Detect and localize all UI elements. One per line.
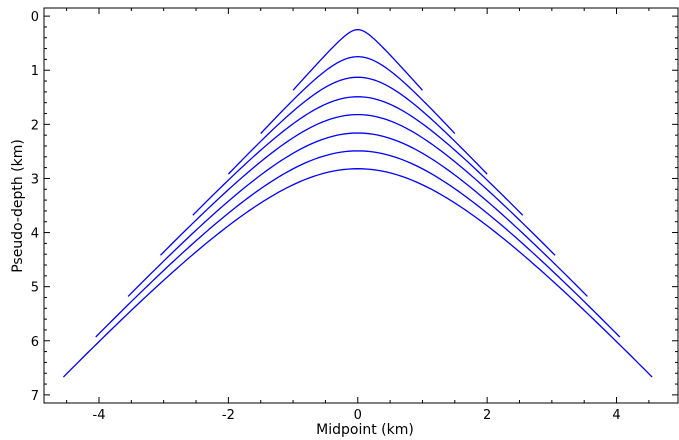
y-tick-label: 3 <box>31 172 39 187</box>
x-axis-label: Midpoint (km) <box>316 422 414 438</box>
series-line-1 <box>292 28 423 91</box>
series-line-4 <box>192 96 524 216</box>
y-tick-label: 0 <box>31 10 39 25</box>
series-line-5 <box>159 113 556 256</box>
x-tick-label: 2 <box>483 408 491 423</box>
y-tick-label: 1 <box>31 64 39 79</box>
x-tick-label: 0 <box>354 408 362 423</box>
x-tick-label: -4 <box>93 408 106 423</box>
y-tick-label: 6 <box>31 335 39 350</box>
series-line-7 <box>95 150 621 338</box>
y-axis-label: Pseudo-depth (km) <box>10 139 26 273</box>
curves-group <box>62 28 653 378</box>
series-line-8 <box>62 168 653 378</box>
y-tick-label: 7 <box>31 389 39 404</box>
series-line-6 <box>127 132 588 297</box>
x-tick-label: 4 <box>612 408 620 423</box>
plot-background <box>44 8 678 403</box>
y-tick-label: 5 <box>31 281 39 296</box>
x-tick-label: -2 <box>222 408 235 423</box>
y-tick-label: 4 <box>31 227 39 242</box>
y-tick-label: 2 <box>31 118 39 133</box>
series-line-2 <box>260 56 456 134</box>
series-line-3 <box>227 76 488 175</box>
plot-frame <box>43 7 679 404</box>
